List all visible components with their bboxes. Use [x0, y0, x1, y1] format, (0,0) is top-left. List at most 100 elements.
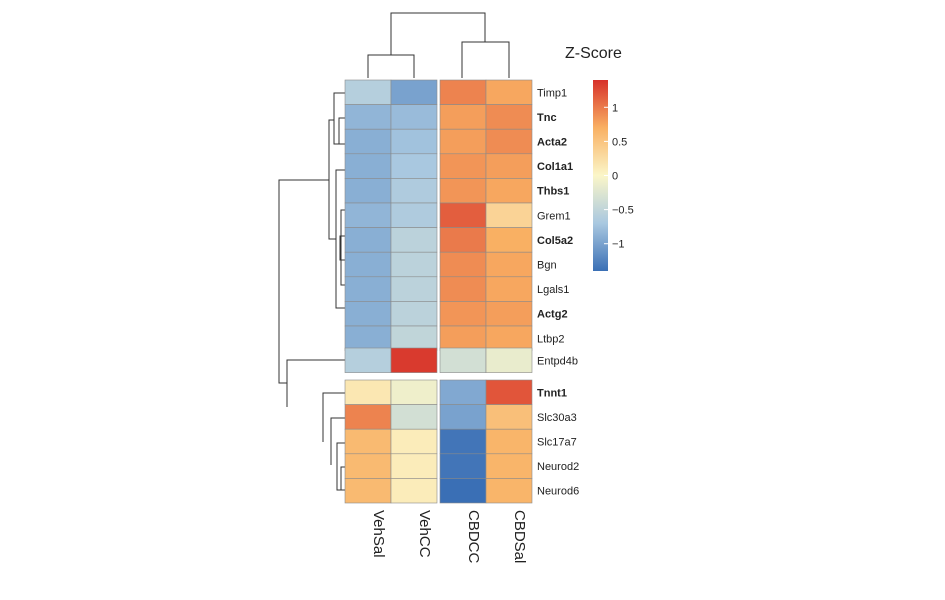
heatmap-cell — [485, 202, 533, 228]
row-label: Actg2 — [537, 309, 568, 321]
heatmap-cell — [439, 453, 487, 479]
heatmap-cell — [390, 379, 438, 405]
heatmap-cell — [344, 301, 392, 327]
heatmap-cell — [390, 153, 438, 179]
heatmap-cell — [344, 153, 392, 179]
heatmap-cell — [439, 301, 487, 327]
heatmap-cell — [439, 478, 487, 504]
legend-title: Z-Score — [565, 45, 622, 62]
heatmap-cell — [390, 178, 438, 204]
heatmap-cell — [344, 128, 392, 155]
heatmap-cell — [390, 276, 438, 302]
heatmap-cell — [390, 79, 438, 105]
legend-tick-label: 0.5 — [612, 136, 627, 148]
column-label: CBDSal — [511, 510, 528, 563]
heatmap-cell — [485, 227, 533, 253]
column-label: VehCC — [416, 510, 433, 558]
row-label: Bgn — [537, 260, 557, 272]
heatmap-cell — [439, 104, 487, 130]
heatmap-cell — [439, 178, 487, 204]
row-label: Thbs1 — [537, 186, 569, 198]
heatmap-cell — [439, 404, 487, 430]
row-label: Col1a1 — [537, 161, 573, 173]
row-label: Acta2 — [537, 137, 567, 149]
heatmap-cell — [344, 202, 392, 228]
heatmap-cell — [390, 227, 438, 253]
column-labels: VehSal VehCC CBDCC CBDSal — [370, 510, 528, 564]
row-label: Slc17a7 — [537, 437, 577, 449]
heatmap-cell — [439, 227, 487, 253]
row-label: Neurod2 — [537, 461, 579, 473]
legend-tick-label: −1 — [612, 239, 625, 251]
heatmap-cell — [485, 79, 533, 105]
heatmap-cell — [485, 301, 533, 327]
row-label: Timp1 — [537, 87, 567, 99]
heatmap-cell — [390, 128, 438, 155]
heatmap-cell — [344, 428, 392, 455]
heatmap-cell — [390, 478, 438, 504]
heatmap-cell — [485, 478, 533, 504]
heatmap-cell — [390, 104, 438, 130]
heatmap-cell — [485, 325, 533, 351]
heatmap-cell — [485, 251, 533, 278]
legend-tick-label: −0.5 — [612, 205, 634, 217]
heatmap-cell — [390, 251, 438, 278]
heatmap-cell — [485, 404, 533, 430]
heatmap-cell — [344, 251, 392, 278]
legend-tick-label: 0 — [612, 171, 618, 183]
legend-ticks: 1 0.5 0 −0.5 −1 — [604, 102, 634, 251]
heatmap-cell — [344, 325, 392, 351]
heatmap-cell — [485, 128, 533, 155]
legend-colorbar — [593, 80, 608, 271]
heatmap-cell — [485, 153, 533, 179]
heatmap-cell — [485, 178, 533, 204]
column-dendrogram — [367, 12, 510, 78]
heatmap-cell — [485, 453, 533, 479]
row-label: Tnc — [537, 112, 557, 124]
heatmap-cell — [344, 104, 392, 130]
heatmap-cell — [439, 153, 487, 179]
row-label: Col5a2 — [537, 235, 573, 247]
heatmap-cell — [439, 128, 487, 155]
row-label: Entpd4b — [537, 355, 578, 367]
heatmap-cell — [344, 453, 392, 479]
heatmap-cell — [344, 404, 392, 430]
row-labels: Timp1 Tnc Acta2 Col1a1 Thbs1 Grem1 Col5a2 Bgn Lg… — [537, 87, 579, 497]
heatmap-cell — [439, 202, 487, 228]
heatmap-cell — [390, 301, 438, 327]
heatmap-cell — [390, 202, 438, 228]
heatmap-cell — [390, 453, 438, 479]
heatmap-cell — [344, 227, 392, 253]
heatmap-cell — [344, 478, 392, 504]
heatmap-cell — [439, 347, 487, 373]
legend-tick-label: 1 — [612, 102, 618, 114]
heatmap-cell — [390, 428, 438, 455]
heatmap-cell — [390, 325, 438, 351]
color-legend: Z-Score 1 0.5 0 −0.5 −1 — [565, 45, 634, 271]
heatmap-cell — [390, 347, 438, 373]
heatmap-cell — [439, 79, 487, 105]
heatmap-cell — [485, 428, 533, 455]
heatmap-cell — [344, 379, 392, 405]
heatmap-cell — [439, 379, 487, 405]
heatmap-cell — [439, 428, 487, 455]
row-dendrogram — [278, 92, 345, 491]
column-label: CBDCC — [465, 510, 482, 564]
row-label: Lgals1 — [537, 284, 569, 296]
heatmap-cell — [485, 276, 533, 302]
heatmap-cell — [390, 404, 438, 430]
heatmap-cell — [439, 251, 487, 278]
heatmap-cell — [344, 178, 392, 204]
heatmap-cell — [344, 347, 392, 373]
heatmap-cells — [344, 79, 533, 504]
heatmap-cell — [485, 104, 533, 130]
column-label: VehSal — [370, 510, 387, 558]
row-label: Ltbp2 — [537, 333, 565, 345]
row-label: Grem1 — [537, 210, 571, 222]
heatmap-cell — [485, 347, 533, 373]
row-label: Tnnt1 — [537, 387, 567, 399]
heatmap-cell — [439, 325, 487, 351]
heatmap-cell — [485, 379, 533, 405]
row-label: Slc30a3 — [537, 412, 577, 424]
